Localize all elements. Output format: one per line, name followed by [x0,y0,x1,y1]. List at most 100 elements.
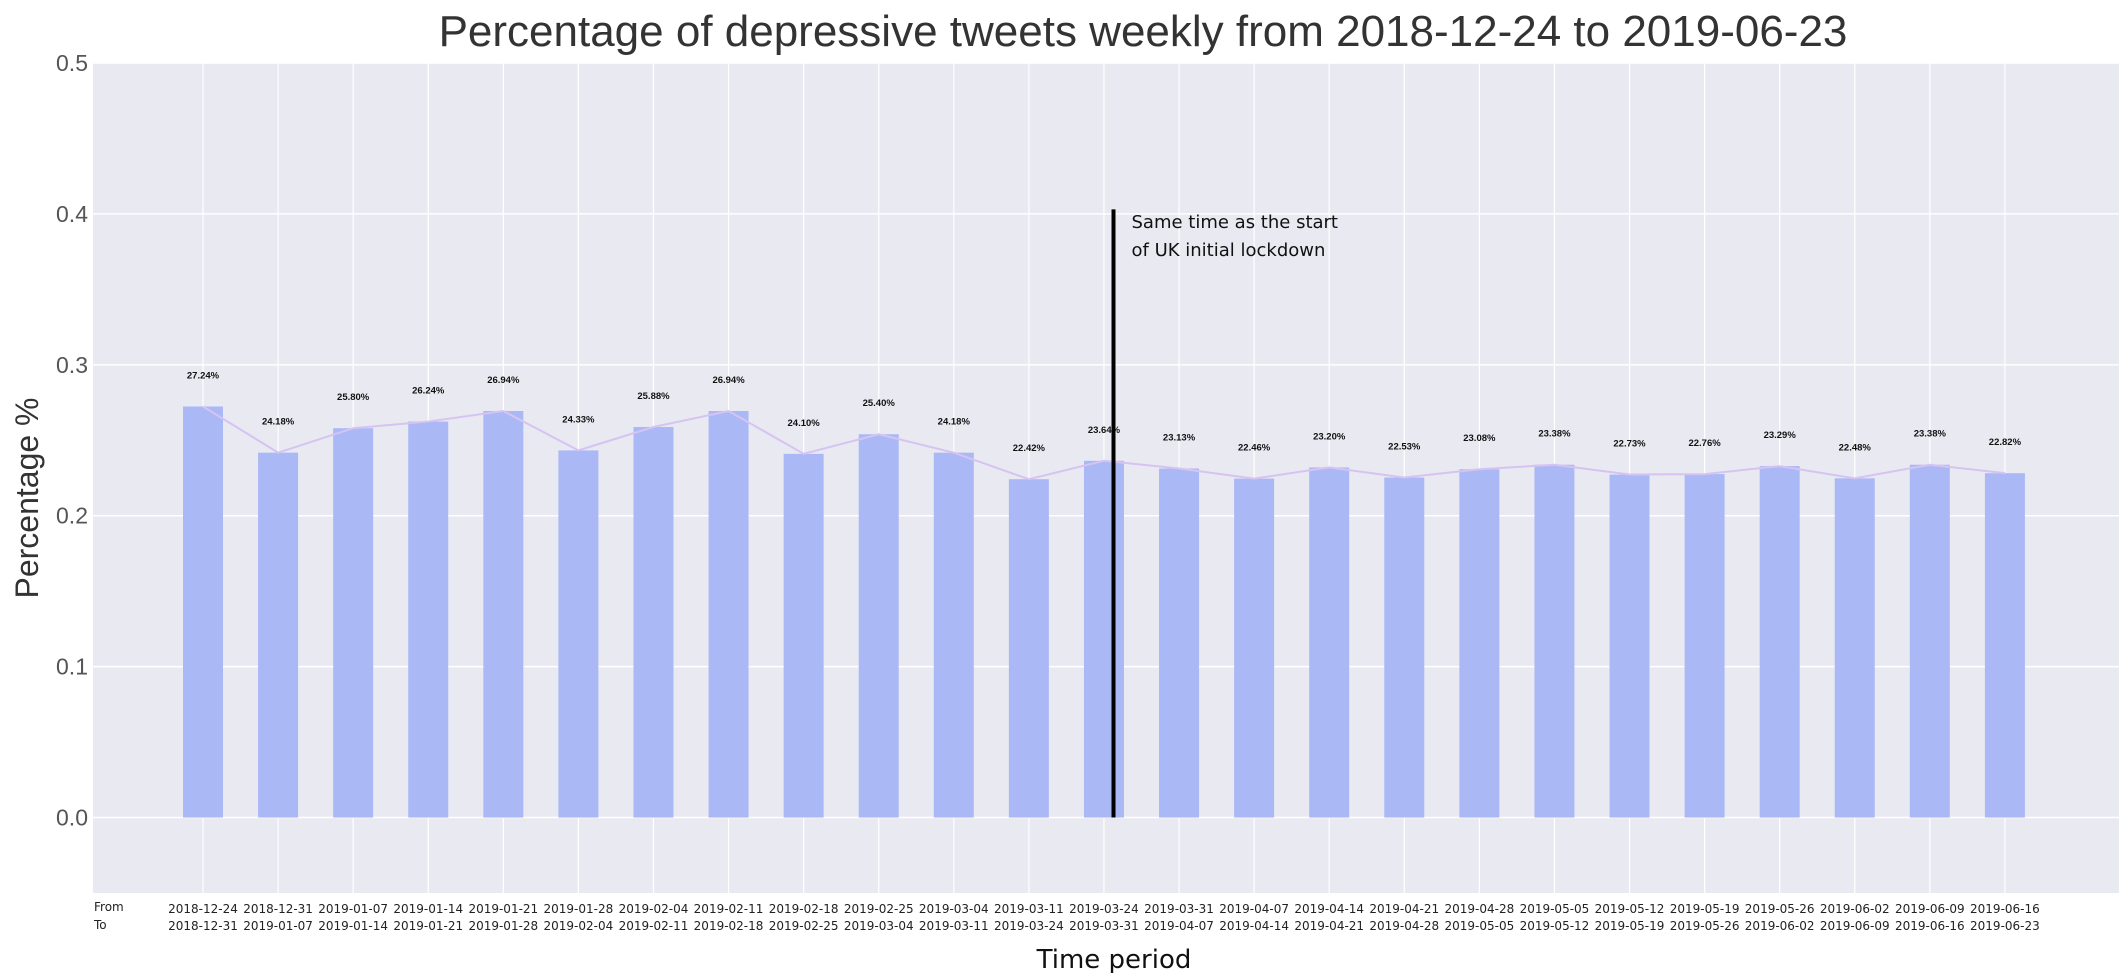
x-tick-to: 2019-02-18 [694,919,764,933]
bar [1984,473,2025,818]
x-tick-to: 2019-03-24 [994,919,1064,933]
bar [1159,468,1200,818]
y-tick-label: 0.5 [56,50,88,76]
x-tick-to: 2019-06-23 [1970,919,2040,933]
x-tick-to: 2018-12-31 [168,919,238,933]
x-tick-to: 2019-03-11 [919,919,989,933]
data-label: 22.42% [1013,443,1046,454]
y-tick-label: 0.1 [56,654,88,680]
bar [1083,460,1124,818]
x-tick-to: 2019-02-11 [619,919,689,933]
data-label: 22.73% [1613,439,1646,450]
data-label: 23.20% [1313,431,1346,442]
x-tick-from: 2019-01-21 [468,902,538,916]
x-tick-from: 2019-01-07 [318,902,388,916]
x-tick-from: 2019-04-28 [1444,902,1514,916]
x-tick-from: 2019-06-09 [1895,902,1965,916]
data-label: 22.48% [1839,442,1872,453]
data-label: 22.76% [1688,438,1721,449]
bar [333,428,374,818]
bar [933,452,974,818]
bar [1234,478,1275,818]
x-tick-to: 2019-06-02 [1745,919,1815,933]
x-tick-from: 2019-06-02 [1820,902,1890,916]
x-tick-to: 2019-03-04 [844,919,914,933]
bar [1309,467,1350,818]
data-label: 23.38% [1914,429,1947,440]
x-tick-to: 2019-05-19 [1595,919,1665,933]
data-label: 24.33% [562,414,595,425]
to-row-label: To [93,918,107,932]
data-label: 25.40% [863,398,896,409]
bar [1609,474,1650,818]
x-tick-to: 2019-04-07 [1144,919,1214,933]
data-label: 22.46% [1238,443,1271,454]
x-tick-from: 2018-12-24 [168,902,238,916]
data-label: 24.10% [788,418,821,429]
x-tick-from: 2018-12-31 [243,902,313,916]
x-tick-to: 2019-01-14 [318,919,388,933]
x-tick-from: 2019-03-31 [1144,902,1214,916]
x-tick-to: 2019-01-21 [393,919,463,933]
bar [1909,464,1950,818]
data-label: 23.13% [1163,432,1196,443]
x-tick-from: 2019-02-25 [844,902,914,916]
y-tick-label: 0.4 [56,201,88,227]
x-tick-to: 2019-02-04 [544,919,614,933]
data-label: 22.53% [1388,442,1421,453]
x-tick-from: 2019-04-07 [1219,902,1289,916]
bar [633,426,674,818]
trend-line [202,405,2006,481]
annotation-line-1: Same time as the start [1132,212,1339,233]
bar [783,453,824,818]
x-tick-from: 2019-02-18 [769,902,839,916]
x-axis-label: Time period [1036,945,1192,973]
x-tick-to: 2019-04-28 [1369,919,1439,933]
data-label: 26.94% [487,375,520,386]
data-label: 22.82% [1989,437,2022,448]
data-label: 23.64% [1088,425,1121,436]
x-tick-to: 2019-05-12 [1520,919,1590,933]
y-axis-label: Percentage % [9,397,45,598]
x-tick-from: 2019-05-05 [1520,902,1590,916]
x-tick-from: 2019-05-26 [1745,902,1815,916]
y-axis-ticks: 0.0 0.1 0.2 0.3 0.4 0.5 [56,50,88,831]
x-tick-from: 2019-04-21 [1369,902,1439,916]
bar [258,452,299,818]
data-label: 25.88% [637,391,670,402]
x-tick-from: 2019-04-14 [1294,902,1364,916]
data-labels: 27.24% 24.18% 25.80% 26.24% 26.94% 24.33% 25.8… [187,370,2022,454]
data-label: 24.18% [938,417,971,428]
x-tick-to: 2019-04-14 [1219,919,1289,933]
bar [1459,469,1500,818]
x-tick-to: 2019-02-25 [769,919,839,933]
x-tick-from: 2019-05-12 [1595,902,1665,916]
x-tick-from: 2019-01-14 [393,902,463,916]
x-tick-from: 2019-03-24 [1069,902,1139,916]
y-tick-label: 0.2 [56,503,88,529]
x-tick-from: 2019-05-19 [1670,902,1740,916]
bars [183,406,2025,818]
x-tick-from: 2019-03-11 [994,902,1064,916]
bar [1834,478,1875,818]
from-row-label: From [94,900,124,914]
bar [1534,464,1575,818]
data-label: 24.18% [262,417,295,428]
x-tick-from: 2019-06-16 [1970,902,2040,916]
x-tick-from: 2019-02-04 [619,902,689,916]
x-tick-to: 2019-01-28 [468,919,538,933]
x-tick-to: 2019-06-16 [1895,919,1965,933]
bar [1684,474,1725,818]
data-label: 26.24% [412,386,445,397]
annotation-line-2: of UK initial lockdown [1132,240,1326,261]
bar [1759,466,1800,818]
data-label: 25.80% [337,392,370,403]
bar [183,406,223,818]
x-tick-to: 2019-04-21 [1294,919,1364,933]
data-label: 23.38% [1538,429,1571,440]
data-label: 23.08% [1463,433,1496,444]
x-tick-to: 2019-05-26 [1670,919,1740,933]
x-tick-from: 2019-02-11 [694,902,764,916]
bar [408,421,449,818]
